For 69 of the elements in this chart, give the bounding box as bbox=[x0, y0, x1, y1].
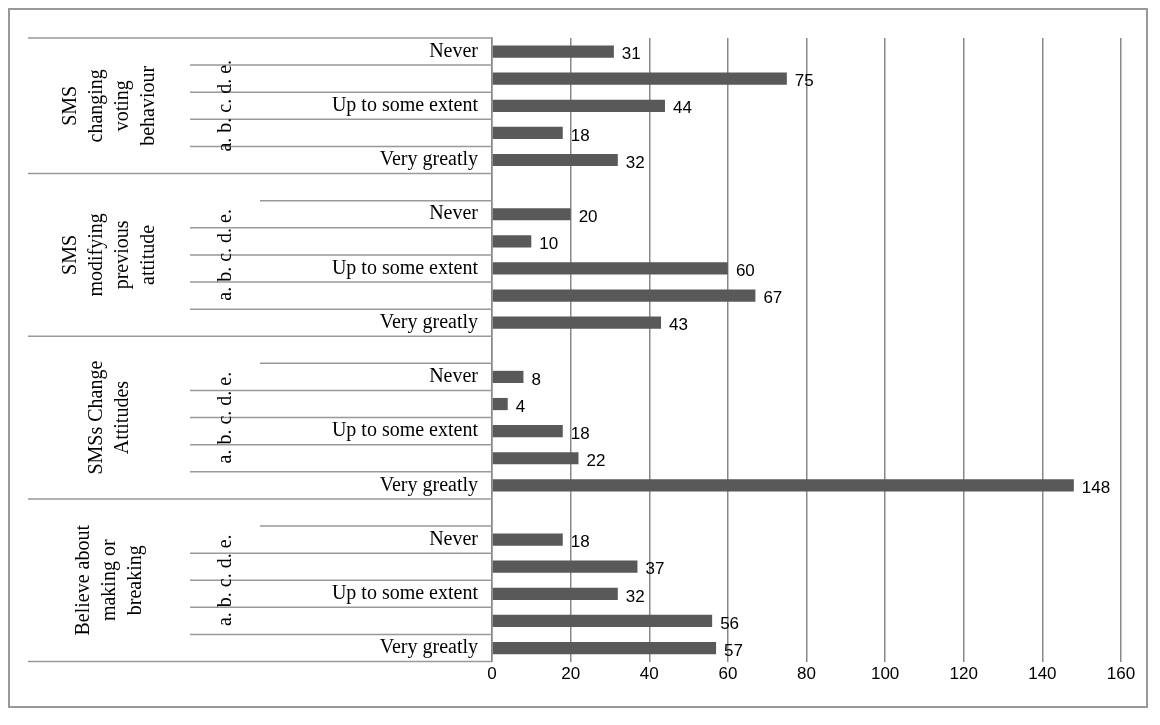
text: SMS modifying previous attitude bbox=[58, 213, 159, 297]
y-tick-label: Up to some extent bbox=[331, 255, 479, 279]
bar bbox=[492, 614, 713, 628]
bar bbox=[492, 289, 756, 302]
bar bbox=[492, 208, 571, 221]
bar bbox=[492, 153, 618, 167]
data-label: 20 bbox=[578, 206, 598, 226]
bar bbox=[492, 235, 532, 248]
text: SMS changing voting behaviour bbox=[58, 65, 159, 146]
data-label: 37 bbox=[645, 559, 665, 579]
x-tick-label: 160 bbox=[1106, 664, 1136, 684]
y-tick-label: Up to some extent bbox=[331, 93, 479, 117]
bar bbox=[492, 126, 563, 139]
x-tick-label: 80 bbox=[797, 664, 816, 684]
bar bbox=[492, 587, 618, 600]
data-label: 18 bbox=[570, 125, 590, 145]
data-label: 148 bbox=[1081, 478, 1111, 498]
y-tick-label: Very greatly bbox=[379, 472, 478, 496]
text: a. b. c. d. e. bbox=[213, 534, 236, 627]
y-tick-label: Very greatly bbox=[379, 309, 478, 333]
x-tick-label: 140 bbox=[1028, 664, 1057, 684]
text: a. b. c. d. e. bbox=[213, 209, 236, 301]
data-label: 43 bbox=[669, 315, 688, 335]
data-label: 8 bbox=[531, 369, 541, 389]
x-tick-label: 20 bbox=[561, 664, 581, 684]
data-label: 44 bbox=[672, 98, 692, 118]
y-tick-label: Never bbox=[429, 526, 479, 549]
bar bbox=[492, 560, 638, 573]
data-label: 18 bbox=[570, 423, 590, 443]
y-tick-label: Up to some extent bbox=[331, 581, 479, 605]
bar bbox=[492, 316, 662, 329]
x-tick-label: 60 bbox=[718, 664, 738, 684]
y-tick-label: Very greatly bbox=[379, 147, 478, 171]
y-tick-label: Very greatly bbox=[379, 635, 478, 659]
bar bbox=[492, 99, 665, 112]
text: a. b. c. d. e. bbox=[213, 59, 236, 152]
bar bbox=[492, 479, 1074, 492]
y-tick-label: Never bbox=[429, 38, 479, 61]
text: Believe about making or breaking bbox=[71, 524, 147, 636]
y-tick-label: Never bbox=[429, 201, 479, 224]
data-label: 32 bbox=[625, 152, 645, 172]
bar bbox=[492, 370, 524, 384]
x-tick-label: 120 bbox=[949, 664, 978, 684]
y-tick-label: Up to some extent bbox=[331, 418, 479, 442]
data-label: 31 bbox=[621, 44, 641, 64]
data-label: 32 bbox=[625, 586, 645, 606]
bar bbox=[492, 641, 717, 655]
x-tick-label: 40 bbox=[639, 664, 659, 684]
y-tick-label: Never bbox=[429, 364, 479, 387]
data-label: 18 bbox=[570, 532, 590, 552]
data-label: 60 bbox=[735, 261, 755, 281]
x-tick-label: 0 bbox=[487, 664, 497, 684]
text: a. b. c. d. e. bbox=[213, 371, 236, 464]
bar bbox=[492, 262, 728, 275]
bar bbox=[492, 72, 787, 85]
bar bbox=[492, 533, 563, 546]
data-label: 57 bbox=[724, 640, 743, 660]
bar bbox=[492, 397, 508, 411]
data-label: 56 bbox=[720, 613, 740, 633]
bar bbox=[492, 452, 579, 465]
data-label: 75 bbox=[794, 71, 814, 91]
bar bbox=[492, 425, 563, 438]
bar bbox=[492, 45, 614, 58]
data-label: 67 bbox=[763, 288, 783, 308]
data-label: 10 bbox=[539, 234, 559, 254]
x-tick-label: 100 bbox=[870, 664, 900, 684]
data-label: 22 bbox=[586, 450, 606, 470]
data-label: 4 bbox=[515, 396, 526, 416]
text: SMSs Change Attitudes bbox=[84, 360, 133, 475]
